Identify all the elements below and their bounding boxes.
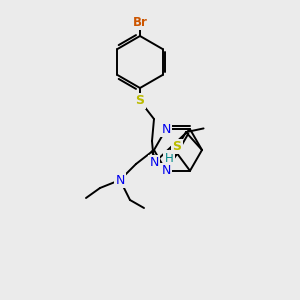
Text: H: H: [165, 152, 173, 164]
Text: N: N: [115, 173, 125, 187]
Text: Br: Br: [133, 16, 147, 28]
Text: N: N: [161, 123, 171, 136]
Text: S: S: [172, 140, 182, 153]
Text: N: N: [149, 157, 159, 169]
Text: N: N: [161, 164, 171, 177]
Text: S: S: [136, 94, 145, 107]
